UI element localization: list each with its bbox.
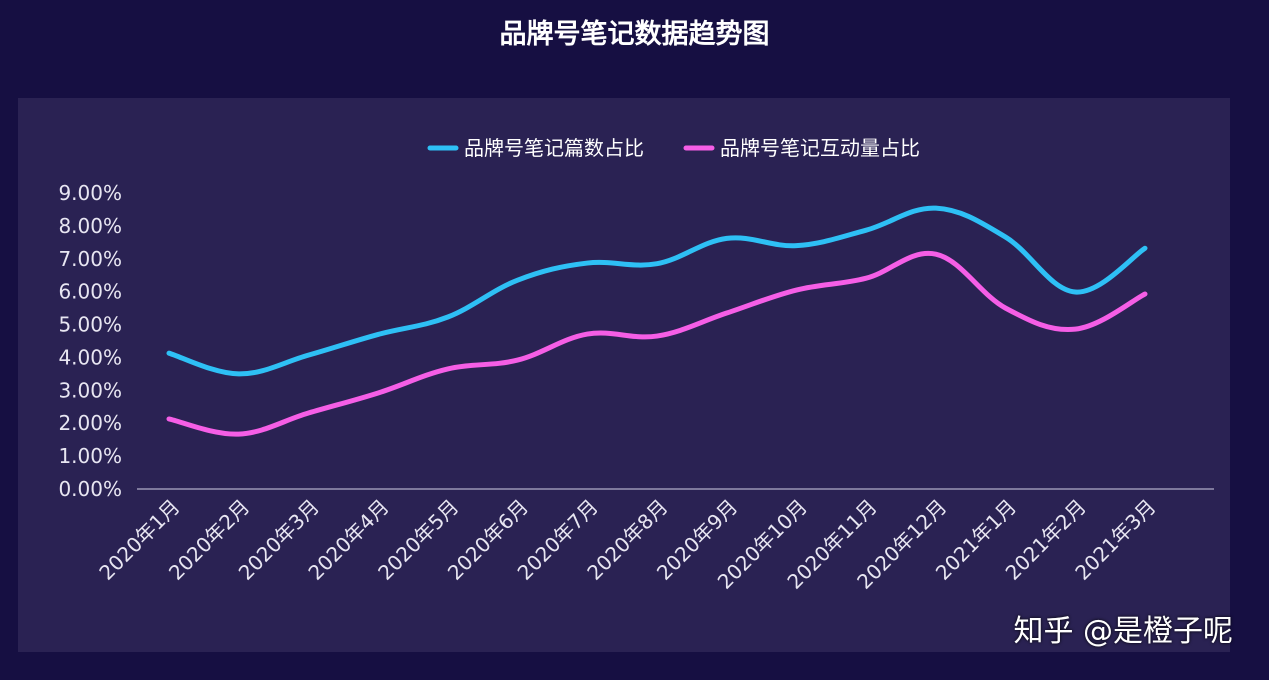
chart-title: 品牌号笔记数据趋势图: [499, 19, 770, 50]
y-tick-label: 3.00%: [58, 378, 122, 402]
y-tick-label: 7.00%: [58, 247, 122, 271]
legend-label: 品牌号笔记篇数占比: [464, 136, 644, 160]
y-tick-label: 1.00%: [58, 444, 122, 468]
series-line-0: [166, 205, 1148, 377]
y-tick-label: 8.00%: [58, 214, 122, 238]
credit-watermark: 知乎 @是橙子呢: [1013, 614, 1233, 649]
y-tick-label: 2.00%: [58, 411, 122, 435]
y-tick-label: 5.00%: [58, 313, 122, 337]
y-tick-label: 6.00%: [58, 280, 122, 304]
y-tick-label: 4.00%: [58, 345, 122, 369]
y-tick-label: 0.00%: [58, 477, 122, 501]
legend-label: 品牌号笔记互动量占比: [720, 136, 920, 160]
series-line-1: [166, 250, 1148, 437]
chart-panel: [18, 98, 1230, 652]
y-tick-label: 9.00%: [58, 181, 122, 205]
